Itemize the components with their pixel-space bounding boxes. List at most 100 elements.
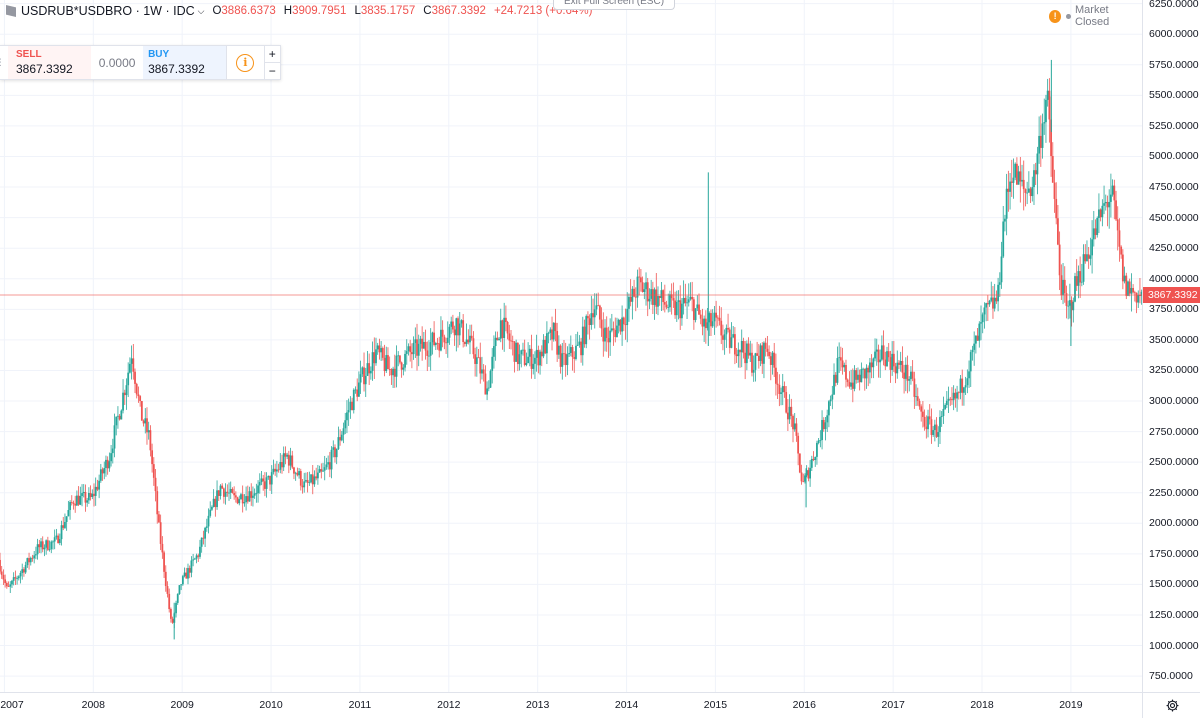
- time-axis[interactable]: 2007 2008 2009 2010 2011 2012 2013 2014 2015 2016…: [0, 692, 1142, 718]
- candle-body: [1068, 300, 1071, 306]
- candle-body: [681, 303, 683, 319]
- candle-body: [657, 296, 659, 307]
- candle-body: [1130, 287, 1133, 294]
- ohlc-low: L3835.1757: [354, 5, 416, 17]
- warning-icon[interactable]: !: [1049, 9, 1062, 23]
- info-button[interactable]: i: [226, 46, 264, 79]
- buy-button[interactable]: BUY 3867.3392: [143, 46, 227, 79]
- price-axis-label: 2750.0000: [1149, 425, 1199, 438]
- candle-body: [587, 316, 589, 319]
- candle-body: [628, 296, 630, 309]
- candle-body: [315, 476, 318, 479]
- candle-body: [945, 400, 948, 405]
- candle-body: [36, 544, 39, 555]
- candle-body: [352, 389, 355, 411]
- chart-area[interactable]: USDRUB*USDBRO · 1W · IDC ⌵ O3886.6373 H3…: [0, 0, 1142, 692]
- candle-body: [275, 469, 278, 472]
- candle-body: [356, 389, 359, 397]
- candle-body: [212, 498, 215, 507]
- symbol-title[interactable]: USDRUB*USDBRO · 1W · IDC: [21, 4, 195, 18]
- candle-body: [658, 296, 661, 298]
- candle-body: [674, 300, 676, 316]
- price-axis-label: 2250.0000: [1149, 486, 1199, 499]
- candle-body: [469, 335, 471, 343]
- candle-body: [313, 476, 316, 485]
- candle-body: [417, 343, 420, 356]
- drag-handle-icon[interactable]: ⋮⋮: [0, 46, 13, 79]
- candle-body: [877, 349, 880, 363]
- candle-body: [838, 357, 841, 359]
- candle-body: [110, 453, 112, 462]
- candle-body: [773, 352, 776, 368]
- candle-body: [687, 299, 690, 303]
- candle-body: [575, 345, 577, 359]
- candle-body: [798, 453, 801, 473]
- candle-body: [363, 367, 365, 385]
- candle-body: [392, 368, 394, 376]
- candle-body: [768, 351, 770, 357]
- candle-body: [1027, 188, 1030, 193]
- candle-body: [968, 371, 970, 379]
- candle-body: [354, 389, 357, 391]
- candle-body: [756, 353, 759, 356]
- candle-body: [465, 339, 468, 345]
- candle-body: [342, 428, 345, 435]
- candle-body: [822, 419, 825, 430]
- candle-body: [293, 467, 295, 474]
- symbol-selector[interactable]: USDRUB*USDBRO · 1W · IDC ⌵: [0, 4, 204, 18]
- candle-body: [769, 356, 772, 365]
- candle-body: [151, 450, 154, 465]
- candle-body: [892, 353, 895, 367]
- candle-body: [9, 584, 12, 587]
- candle-body: [949, 398, 952, 400]
- candle-body: [322, 470, 324, 472]
- candle-body: [638, 276, 641, 278]
- candle-body: [710, 313, 712, 327]
- price-axis-label: 3250.0000: [1149, 364, 1199, 377]
- candle-body: [988, 300, 991, 305]
- plus-button[interactable]: +: [268, 47, 276, 61]
- candle-body: [477, 357, 480, 359]
- candle-body: [1041, 123, 1044, 148]
- candlestick-chart[interactable]: [0, 0, 1142, 692]
- candle-body: [920, 406, 923, 412]
- minus-button[interactable]: −: [264, 62, 281, 79]
- candle-body: [723, 334, 726, 340]
- candle-body: [55, 535, 58, 538]
- candle-body: [211, 506, 213, 510]
- candle-body: [604, 327, 606, 342]
- candle-body: [865, 367, 868, 379]
- candle-body: [781, 386, 784, 393]
- price-axis[interactable]: 750.0000 1000.0000 1250.0000 1500.0000 1750.…: [1142, 0, 1200, 692]
- candle-body: [410, 352, 413, 355]
- candle-body: [501, 320, 504, 339]
- candle-body: [715, 312, 717, 318]
- candle-body: [171, 618, 174, 623]
- candle-body: [334, 447, 336, 458]
- market-status[interactable]: ! Market Closed: [1049, 4, 1142, 28]
- chart-settings-button[interactable]: [1142, 692, 1200, 718]
- candle-body: [457, 318, 459, 336]
- candle-body: [809, 467, 811, 479]
- candle-body: [205, 526, 208, 528]
- candle-body: [455, 318, 458, 336]
- candle-body: [475, 357, 478, 364]
- price-axis-label: 1750.0000: [1149, 547, 1199, 560]
- candle-body: [921, 411, 924, 417]
- candle-body: [204, 527, 206, 539]
- candle-body: [928, 416, 931, 420]
- price-axis-label: 6250.0000: [1149, 0, 1199, 10]
- sell-button[interactable]: SELL 3867.3392: [8, 46, 92, 79]
- candle-body: [645, 282, 647, 290]
- candle-body: [851, 382, 854, 389]
- candle-body: [855, 370, 858, 380]
- chevron-down-icon[interactable]: ⌵: [197, 5, 205, 16]
- candle-body: [424, 341, 427, 351]
- exit-fullscreen-button[interactable]: Exit Full Screen (ESC): [553, 0, 676, 10]
- candle-body: [489, 370, 492, 388]
- candle-body: [539, 351, 541, 366]
- candle-body: [843, 364, 846, 368]
- candle-body: [597, 305, 600, 307]
- candle-body: [785, 392, 788, 413]
- candle-body: [416, 339, 418, 356]
